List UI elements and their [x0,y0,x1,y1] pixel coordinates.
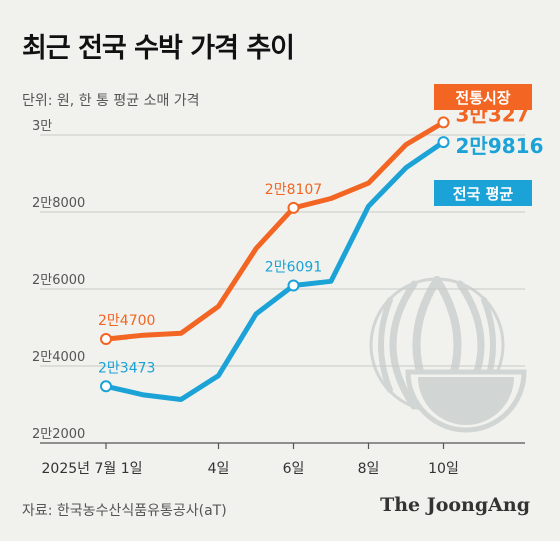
data-point-marker [437,136,450,149]
source-note: 자료: 한국농수산식품유통공사(aT) [22,503,227,519]
chart-subtitle: 단위: 원, 한 통 평균 소매 가격 [22,93,200,109]
data-label: 2만4700 [98,313,155,329]
data-label: 2만9816 [456,134,544,158]
brand-logo: The JoongAng [380,494,530,516]
data-point-marker [100,333,112,346]
x-tick-label: 4일 [208,461,230,477]
data-point-marker [437,116,450,129]
data-label: 2만3473 [98,360,155,376]
series-line [103,139,446,402]
series-line [103,119,446,342]
x-tick-label: 6일 [283,461,305,477]
x-axis: 2025년 7월 1일 4일 6일 8일 10일 [40,442,525,477]
legend-swatch [434,84,532,110]
y-tick-label: 2만4000 [32,350,85,365]
legend-label: 전통시장 [455,89,510,107]
y-tick-label: 2만8000 [32,196,85,211]
x-tick-label: 10일 [428,461,459,477]
legend-swatch [434,180,532,206]
x-tick-label: 8일 [358,461,380,477]
data-point-marker [287,201,300,214]
x-tick-label: 2025년 7월 1일 [42,461,143,477]
watermelon-icon [369,276,527,433]
y-tick-label: 2만6000 [32,273,85,288]
legend-label: 전국 평균 [453,185,514,203]
y-tick-label: 2만2000 [32,427,85,442]
y-axis: 2만2000 2만4000 2만6000 2만8000 3만 [32,119,525,444]
data-point-marker [287,279,300,292]
data-label: 2만8107 [265,182,322,198]
page-title: 최근 전국 수박 가격 추이 [22,33,295,64]
y-tick-label: 3만 [32,119,52,134]
series-layer: 2만47002만81073만3272만34732만60912만9816전통시장전… [98,84,544,402]
data-label: 2만6091 [265,259,322,275]
data-point-marker [100,380,112,393]
